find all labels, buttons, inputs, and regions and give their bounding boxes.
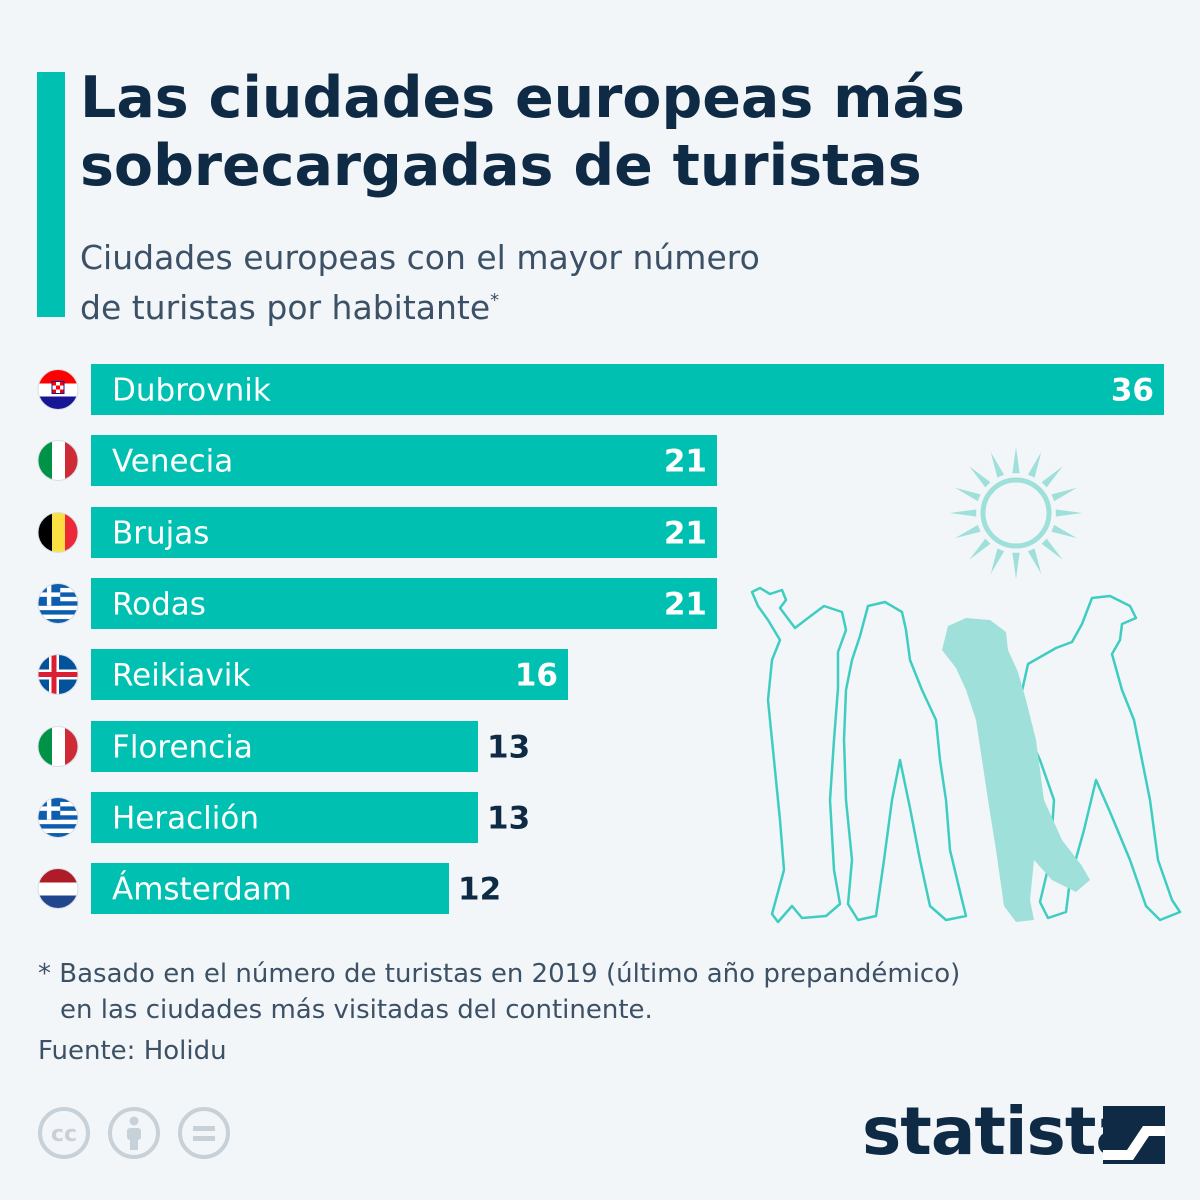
title-line-2: sobrecargadas de turistas (80, 133, 922, 199)
bar-dubrovnik (91, 364, 1164, 415)
bar-label-reikiavik: Reikiavik (112, 658, 250, 694)
subtitle-line-2: de turistas por habitante* (80, 283, 980, 333)
bar-value-amsterdam: 12 (458, 872, 501, 908)
bar-label-amsterdam: Ámsterdam (112, 872, 292, 908)
subtitle-line-1: Ciudades europeas con el mayor número (80, 238, 760, 277)
flag-belgium-icon (37, 512, 79, 553)
bar-value-dubrovnik: 36 (1111, 373, 1154, 409)
footnote-line-1: * Basado en el número de turistas en 201… (38, 959, 961, 989)
bar-heraclion (91, 792, 478, 843)
subtitle: Ciudades europeas con el mayor número de… (80, 233, 980, 333)
bar-label-venecia: Venecia (112, 444, 233, 480)
accent-bar (37, 72, 65, 317)
subtitle-line-2-text: de turistas por habitante (80, 288, 491, 327)
tourists-illustration (750, 447, 1182, 924)
sun-icon (950, 447, 1082, 579)
bar-venecia (91, 435, 717, 486)
bar-label-brujas: Brujas (112, 516, 209, 552)
license-icons: cc (37, 1106, 231, 1160)
bar-amsterdam (91, 863, 449, 914)
svg-text:cc: cc (51, 1122, 77, 1147)
bar-value-brujas: 21 (664, 516, 707, 552)
bar-value-reikiavik: 16 (515, 658, 558, 694)
statista-logo-icon[interactable] (1103, 1106, 1165, 1164)
footnote-line-2: en las ciudades más visitadas del contin… (60, 995, 653, 1025)
page-title: Las ciudades europeas más sobrecargadas … (80, 64, 1160, 200)
bar-value-heraclion: 13 (487, 801, 530, 837)
flag-iceland-icon (37, 654, 79, 695)
footnote: * Basado en el número de turistas en 201… (38, 956, 1138, 1028)
bar-brujas (91, 507, 717, 558)
bar-label-dubrovnik: Dubrovnik (112, 373, 271, 409)
source-note: Fuente: Holidu (38, 1036, 227, 1066)
flag-greece-icon (37, 797, 79, 838)
no-derivatives-icon[interactable] (177, 1106, 231, 1160)
attribution-icon[interactable] (107, 1106, 161, 1160)
flag-italy-icon (37, 726, 79, 767)
flag-italy-icon (37, 440, 79, 481)
bar-label-florencia: Florencia (112, 730, 253, 766)
bar-rodas (91, 578, 717, 629)
flag-greece-icon (37, 583, 79, 624)
bar-florencia (91, 721, 478, 772)
bar-value-rodas: 21 (664, 587, 707, 623)
subtitle-asterisk: * (490, 290, 500, 311)
flag-netherlands-icon (37, 868, 79, 909)
bar-value-florencia: 13 (487, 730, 530, 766)
statista-logo-text[interactable]: statista (862, 1093, 1140, 1170)
bar-label-heraclion: Heraclión (112, 801, 259, 837)
bar-label-rodas: Rodas (112, 587, 206, 623)
cc-icon[interactable]: cc (37, 1106, 91, 1160)
title-line-1: Las ciudades europeas más (80, 65, 965, 131)
bar-reikiavik (91, 649, 568, 700)
bar-value-venecia: 21 (664, 444, 707, 480)
flag-croatia-icon (37, 369, 79, 410)
